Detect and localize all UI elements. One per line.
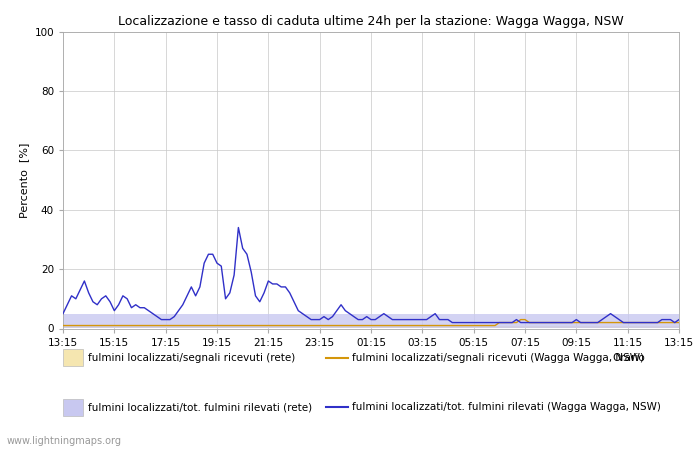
Text: fulmini localizzati/segnali ricevuti (rete): fulmini localizzati/segnali ricevuti (re…: [88, 353, 295, 363]
Text: Orario: Orario: [612, 353, 645, 363]
Text: fulmini localizzati/tot. fulmini rilevati (Wagga Wagga, NSW): fulmini localizzati/tot. fulmini rilevat…: [352, 402, 661, 412]
Text: fulmini localizzati/tot. fulmini rilevati (rete): fulmini localizzati/tot. fulmini rilevat…: [88, 402, 312, 412]
Title: Localizzazione e tasso di caduta ultime 24h per la stazione: Wagga Wagga, NSW: Localizzazione e tasso di caduta ultime …: [118, 14, 624, 27]
Text: www.lightningmaps.org: www.lightningmaps.org: [7, 436, 122, 446]
Text: fulmini localizzati/segnali ricevuti (Wagga Wagga, NSW): fulmini localizzati/segnali ricevuti (Wa…: [352, 353, 644, 363]
Y-axis label: Percento  [%]: Percento [%]: [19, 142, 29, 218]
